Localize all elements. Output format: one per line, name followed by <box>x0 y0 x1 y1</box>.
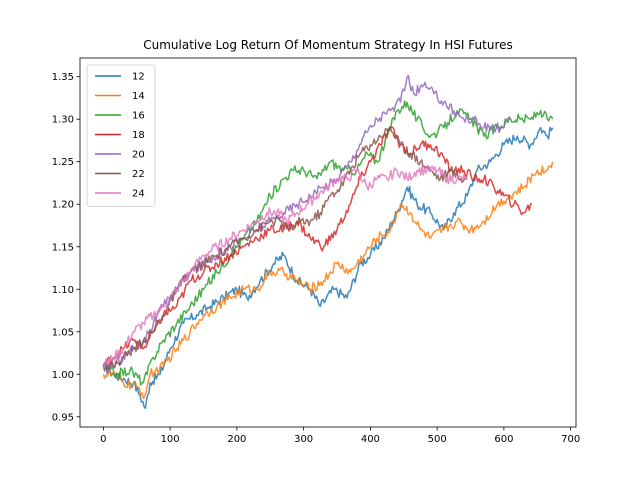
x-tick-label-300: 300 <box>294 434 313 445</box>
series-line-22 <box>102 126 468 372</box>
y-tick-label-1.35: 1.35 <box>52 72 74 83</box>
x-tick-label-100: 100 <box>161 434 180 445</box>
series-lines <box>102 74 554 410</box>
series-line-12 <box>102 126 554 410</box>
series-line-18 <box>102 126 533 367</box>
series-line-16 <box>102 100 554 386</box>
legend-label-12: 12 <box>132 72 145 83</box>
x-tick-label-0: 0 <box>100 434 106 445</box>
plot-frame <box>79 57 577 428</box>
x-tick-label-500: 500 <box>428 434 447 445</box>
legend-label-24: 24 <box>132 189 145 200</box>
x-tick-label-400: 400 <box>361 434 380 445</box>
x-tick-label-700: 700 <box>561 434 580 445</box>
series-line-14 <box>102 161 554 400</box>
y-tick-label-1.15: 1.15 <box>52 242 74 253</box>
y-tick-label-1.00: 1.00 <box>52 370 74 381</box>
series-line-24 <box>102 164 466 369</box>
y-tick-label-0.95: 0.95 <box>52 412 74 423</box>
legend-label-20: 20 <box>132 150 145 161</box>
x-tick-label-600: 600 <box>494 434 513 445</box>
chart-title: Cumulative Log Return Of Momentum Strate… <box>143 38 513 52</box>
y-tick-label-1.20: 1.20 <box>52 200 74 211</box>
y-tick-label-1.05: 1.05 <box>52 327 74 338</box>
axes: 0 100 200 300 400 500 600 700 0.95 1.00 1.05 1.10 1.… <box>52 57 580 445</box>
legend-label-14: 14 <box>132 91 145 102</box>
x-tick-label-200: 200 <box>227 434 246 445</box>
legend: 12 14 16 18 20 22 24 <box>86 64 156 207</box>
y-tick-label-1.25: 1.25 <box>52 157 74 168</box>
legend-box <box>86 64 156 207</box>
legend-label-18: 18 <box>132 130 145 141</box>
legend-label-16: 16 <box>132 111 145 122</box>
y-tick-label-1.10: 1.10 <box>52 285 74 296</box>
y-tick-label-1.30: 1.30 <box>52 115 74 126</box>
legend-label-22: 22 <box>132 169 145 180</box>
